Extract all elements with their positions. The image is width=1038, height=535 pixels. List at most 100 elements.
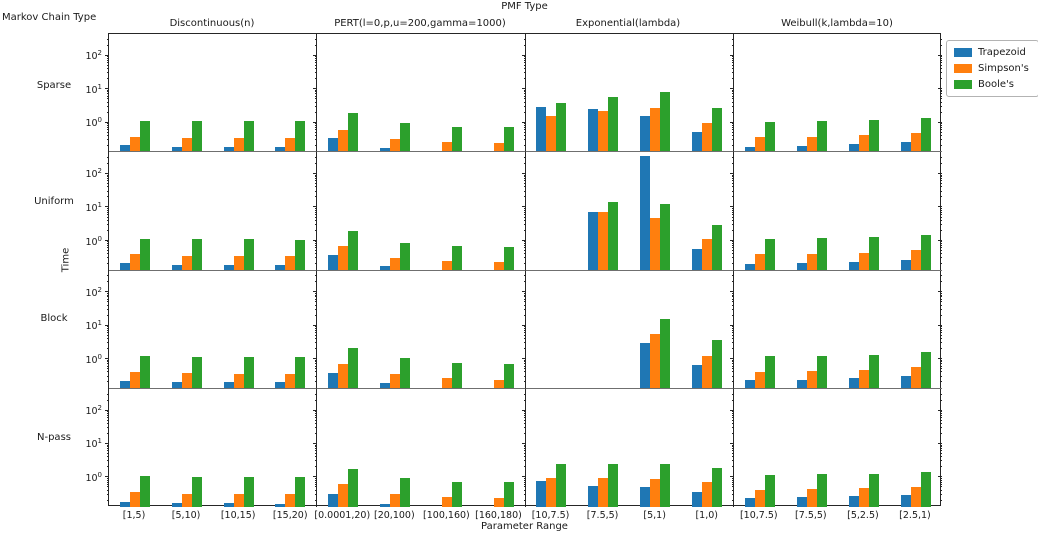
axis-tick — [940, 263, 942, 265]
axis-tick — [940, 453, 942, 455]
bar-trapezoid — [171, 146, 182, 152]
axis-tick — [731, 178, 734, 180]
axis-tick — [523, 183, 526, 185]
bar-booles — [868, 119, 879, 152]
axis-tick — [107, 72, 109, 74]
bar-group — [328, 348, 359, 388]
bar-trapezoid — [379, 148, 390, 152]
axis-tick — [107, 327, 109, 329]
axis-tick — [107, 180, 109, 182]
bar-group — [223, 121, 254, 152]
axis-tick — [315, 131, 318, 133]
bar-simpsons — [650, 478, 661, 507]
bar-trapezoid — [640, 487, 651, 507]
bar-booles — [556, 103, 567, 152]
axis-tick — [731, 101, 734, 103]
bar-group — [744, 121, 775, 152]
bar-booles — [764, 355, 775, 388]
axis-tick — [315, 176, 318, 178]
axis-tick — [940, 134, 942, 136]
bar-trapezoid — [171, 381, 182, 388]
axis-tick — [940, 327, 942, 329]
axis-tick — [731, 481, 734, 483]
panel-n-pass-pert — [313, 388, 526, 507]
axis-tick — [731, 326, 734, 328]
bar-booles — [348, 230, 359, 270]
bar-simpsons — [285, 494, 296, 507]
axis-tick — [315, 44, 318, 46]
legend-item-trapezoid: Trapezoid — [954, 47, 1029, 58]
x-tick-label: [0.0001,20) — [314, 510, 371, 521]
axis-tick — [105, 442, 109, 444]
axis-tick — [523, 157, 526, 159]
legend-item-booles: Boole's — [954, 79, 1029, 90]
bar-simpsons — [389, 257, 400, 270]
bar-group — [536, 103, 567, 152]
bar-trapezoid — [119, 145, 130, 152]
axis-tick — [938, 88, 942, 90]
axis-tick — [940, 275, 942, 277]
axis-tick — [107, 332, 109, 334]
axis-tick — [315, 144, 318, 146]
axis-tick — [940, 419, 942, 421]
axis-tick — [731, 427, 734, 429]
axis-tick — [731, 304, 734, 306]
axis-tick — [523, 368, 526, 370]
axis-tick — [107, 368, 109, 370]
x-tick-label: [10,15) — [220, 510, 256, 521]
bar-trapezoid — [171, 264, 182, 270]
axis-tick — [521, 324, 526, 326]
axis-tick — [107, 91, 109, 93]
axis-tick — [940, 292, 942, 294]
bar-booles — [191, 476, 202, 507]
axis-tick — [940, 365, 942, 367]
axis-tick — [523, 64, 526, 66]
bar-trapezoid — [588, 485, 599, 507]
axis-tick — [731, 332, 734, 334]
bar-simpsons — [754, 137, 765, 152]
axis-tick — [731, 275, 734, 277]
axis-tick — [940, 308, 942, 310]
axis-tick — [315, 216, 318, 218]
axis-tick — [940, 58, 942, 60]
axis-tick — [731, 448, 734, 450]
axis-tick — [731, 105, 734, 107]
bar-trapezoid — [275, 264, 286, 270]
axis-tick — [107, 304, 109, 306]
bar-simpsons — [129, 371, 140, 388]
axis-tick — [731, 314, 734, 316]
bar-group — [848, 236, 879, 270]
y-tick-label: 102 — [85, 285, 102, 299]
axis-tick — [315, 62, 318, 64]
axis-tick — [940, 78, 942, 80]
axis-tick — [315, 342, 318, 344]
axis-tick — [940, 448, 942, 450]
axis-tick — [315, 241, 318, 243]
axis-tick — [107, 375, 109, 377]
bar-group — [275, 357, 306, 388]
axis-tick — [315, 139, 318, 141]
axis-tick — [731, 98, 734, 100]
axis-tick — [107, 68, 109, 70]
axis-tick — [938, 173, 942, 175]
bar-group — [379, 358, 410, 388]
panel-block-weibull — [729, 271, 942, 389]
axis-tick — [523, 477, 526, 479]
axis-tick — [523, 450, 526, 452]
axis-tick — [731, 72, 734, 74]
row-label-uniform: Uniform — [34, 196, 74, 207]
y-tick-label: 102 — [85, 167, 102, 181]
figure-title: PMF Type — [501, 1, 548, 12]
axis-tick — [107, 466, 109, 468]
markov-chain-type-label: Markov Chain Type — [2, 12, 97, 23]
axis-tick — [523, 126, 526, 128]
bar-simpsons — [598, 477, 609, 507]
bar-trapezoid — [119, 380, 130, 388]
axis-tick — [940, 38, 942, 40]
bar-booles — [191, 121, 202, 152]
axis-tick — [731, 327, 734, 329]
axis-tick — [521, 358, 526, 360]
axis-tick — [731, 281, 734, 283]
axis-tick — [315, 411, 318, 413]
axis-tick — [107, 294, 109, 296]
